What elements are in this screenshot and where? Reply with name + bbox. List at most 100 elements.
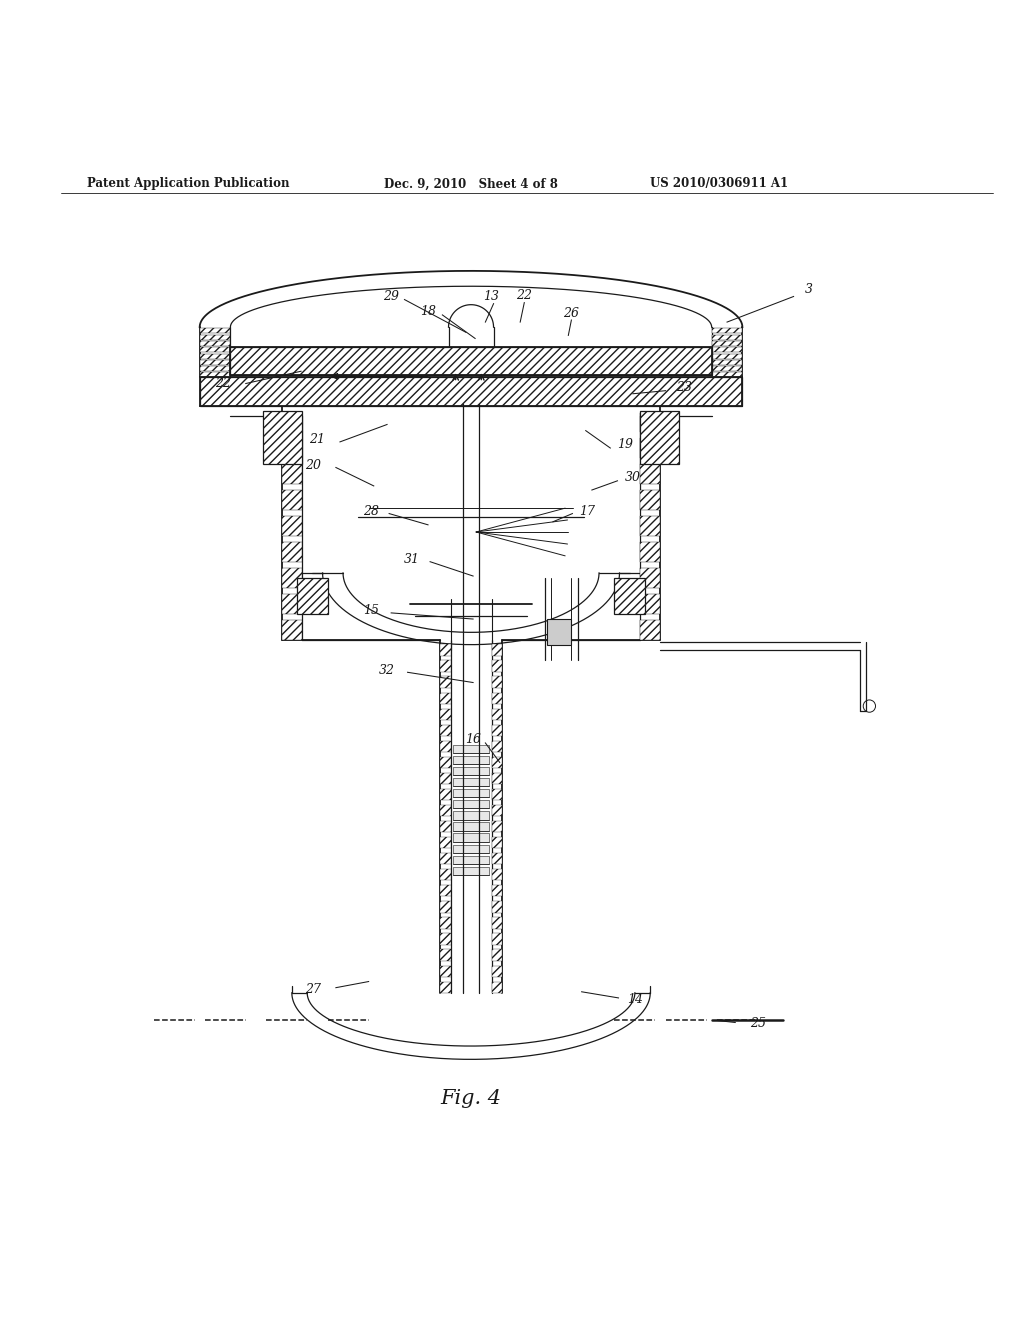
Bar: [453, 789, 489, 797]
Bar: [200, 347, 230, 352]
Text: 16: 16: [465, 734, 481, 746]
Bar: [453, 744, 489, 752]
Bar: [440, 709, 451, 719]
Bar: [640, 490, 660, 510]
Bar: [282, 413, 302, 432]
Bar: [440, 676, 451, 688]
Bar: [640, 543, 660, 562]
Bar: [440, 869, 451, 880]
Text: Dec. 9, 2010   Sheet 4 of 8: Dec. 9, 2010 Sheet 4 of 8: [384, 177, 558, 190]
Bar: [640, 413, 660, 432]
Bar: [297, 578, 328, 614]
Text: 17: 17: [579, 506, 595, 517]
Bar: [200, 378, 742, 407]
Bar: [712, 341, 742, 346]
Bar: [453, 777, 489, 787]
Text: 14: 14: [627, 994, 643, 1006]
Bar: [492, 676, 502, 688]
Bar: [640, 568, 660, 587]
Bar: [492, 982, 502, 993]
Bar: [453, 833, 489, 842]
Bar: [492, 644, 502, 656]
Text: 18: 18: [420, 305, 436, 318]
Bar: [440, 789, 451, 800]
Bar: [282, 516, 302, 536]
Bar: [492, 805, 502, 816]
Bar: [492, 917, 502, 928]
Bar: [230, 347, 712, 375]
Bar: [492, 837, 502, 849]
Bar: [263, 411, 302, 465]
Bar: [440, 821, 451, 832]
Bar: [453, 767, 489, 775]
Bar: [453, 845, 489, 853]
Bar: [492, 693, 502, 704]
Bar: [282, 438, 302, 458]
Bar: [440, 756, 451, 768]
Text: 25: 25: [750, 1016, 766, 1030]
Bar: [282, 620, 302, 639]
Bar: [492, 886, 502, 896]
Bar: [640, 438, 660, 458]
Bar: [640, 516, 660, 536]
Text: 31: 31: [403, 553, 420, 566]
Bar: [440, 837, 451, 849]
Bar: [453, 800, 489, 808]
Text: 32: 32: [379, 664, 395, 677]
Bar: [440, 660, 451, 672]
Bar: [440, 965, 451, 977]
Bar: [200, 329, 230, 334]
Bar: [492, 821, 502, 832]
Bar: [440, 933, 451, 945]
Bar: [282, 465, 302, 484]
Bar: [453, 855, 489, 865]
Bar: [492, 789, 502, 800]
Bar: [492, 772, 502, 784]
Text: US 2010/0306911 A1: US 2010/0306911 A1: [650, 177, 788, 190]
Bar: [230, 347, 712, 375]
Bar: [282, 594, 302, 614]
Text: 22: 22: [215, 378, 231, 389]
Bar: [440, 982, 451, 993]
Bar: [640, 620, 660, 639]
Bar: [282, 568, 302, 587]
Bar: [440, 805, 451, 816]
Bar: [712, 329, 742, 334]
Bar: [640, 594, 660, 614]
Bar: [440, 725, 451, 735]
Bar: [453, 812, 489, 820]
Text: 21: 21: [309, 433, 326, 446]
Bar: [453, 756, 489, 764]
Bar: [492, 869, 502, 880]
Bar: [440, 772, 451, 784]
Bar: [492, 741, 502, 752]
Bar: [492, 965, 502, 977]
Text: 26: 26: [563, 308, 580, 321]
Text: 15: 15: [362, 605, 379, 618]
Bar: [200, 360, 230, 364]
Bar: [440, 902, 451, 912]
Bar: [440, 949, 451, 961]
Text: 13: 13: [483, 290, 500, 304]
Bar: [712, 354, 742, 359]
Bar: [712, 366, 742, 371]
Bar: [712, 335, 742, 339]
Bar: [200, 372, 230, 378]
Bar: [492, 902, 502, 912]
Bar: [614, 578, 645, 614]
Bar: [640, 411, 679, 465]
Bar: [440, 853, 451, 865]
Text: 23: 23: [676, 381, 692, 395]
Bar: [200, 335, 230, 339]
Bar: [440, 741, 451, 752]
Bar: [453, 822, 489, 830]
Text: 29: 29: [383, 290, 399, 304]
Bar: [200, 341, 230, 346]
Bar: [640, 465, 660, 484]
Bar: [492, 853, 502, 865]
Bar: [453, 867, 489, 875]
Text: Fig. 4: Fig. 4: [440, 1089, 502, 1107]
Text: 22: 22: [516, 289, 532, 302]
Bar: [712, 372, 742, 378]
Bar: [440, 644, 451, 656]
